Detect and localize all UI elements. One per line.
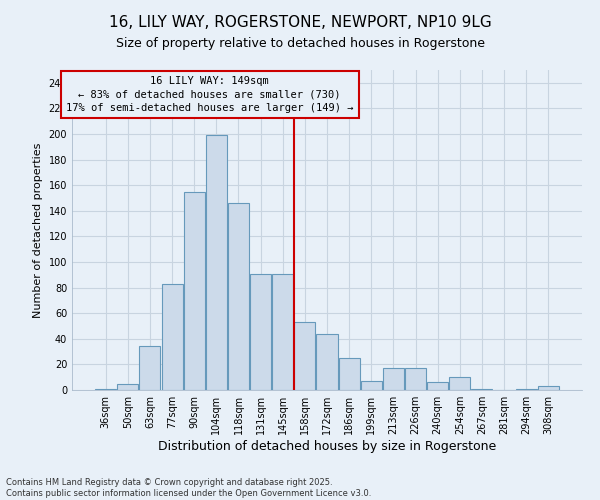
X-axis label: Distribution of detached houses by size in Rogerstone: Distribution of detached houses by size …: [158, 440, 496, 453]
Bar: [206, 136, 227, 390]
Bar: [250, 274, 271, 390]
Bar: [361, 381, 382, 390]
Bar: [272, 274, 293, 390]
Text: Size of property relative to detached houses in Rogerstone: Size of property relative to detached ho…: [115, 38, 485, 51]
Bar: [383, 368, 404, 390]
Bar: [295, 322, 316, 390]
Bar: [515, 388, 536, 390]
Bar: [538, 386, 559, 390]
Bar: [228, 203, 249, 390]
Text: Contains HM Land Registry data © Crown copyright and database right 2025.
Contai: Contains HM Land Registry data © Crown c…: [6, 478, 371, 498]
Bar: [184, 192, 205, 390]
Bar: [449, 377, 470, 390]
Bar: [405, 368, 426, 390]
Bar: [139, 346, 160, 390]
Text: 16 LILY WAY: 149sqm
← 83% of detached houses are smaller (730)
17% of semi-detac: 16 LILY WAY: 149sqm ← 83% of detached ho…: [66, 76, 353, 113]
Bar: [316, 334, 338, 390]
Y-axis label: Number of detached properties: Number of detached properties: [33, 142, 43, 318]
Bar: [118, 384, 139, 390]
Text: 16, LILY WAY, ROGERSTONE, NEWPORT, NP10 9LG: 16, LILY WAY, ROGERSTONE, NEWPORT, NP10 …: [109, 15, 491, 30]
Bar: [338, 358, 359, 390]
Bar: [95, 388, 116, 390]
Bar: [472, 388, 493, 390]
Bar: [427, 382, 448, 390]
Bar: [161, 284, 182, 390]
